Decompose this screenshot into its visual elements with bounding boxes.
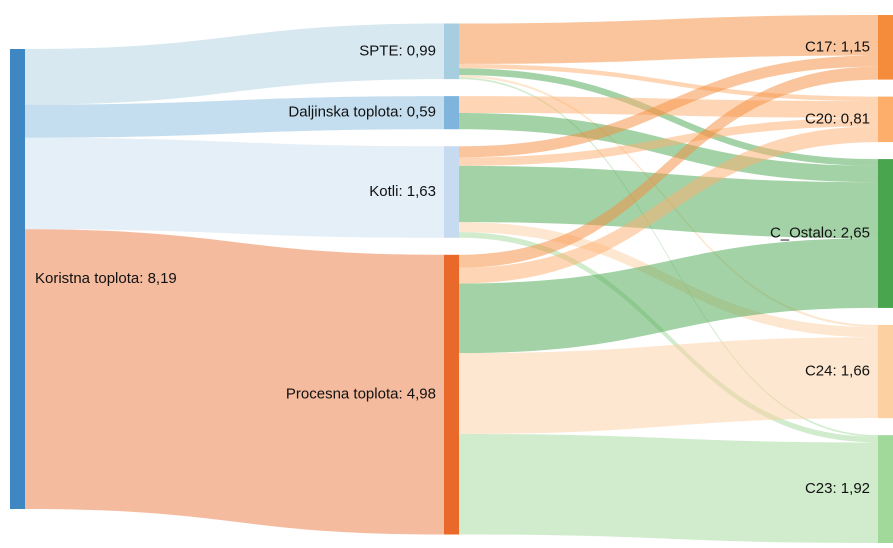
node-label: Procesna toplota: 4,98: [286, 386, 436, 403]
link: [459, 238, 878, 354]
link: [459, 112, 878, 183]
node: [10, 49, 25, 509]
link: [459, 117, 878, 166]
link: [25, 229, 444, 535]
node: [878, 96, 893, 143]
node-label: Kotli: 1,63: [369, 183, 436, 200]
node-label: C20: 0,81: [805, 110, 870, 127]
node-label: SPTE: 0,99: [359, 42, 436, 59]
node-label: Koristna toplota: 8,19: [35, 270, 177, 287]
node: [878, 15, 893, 80]
link: [459, 433, 878, 543]
node-label: C23: 1,92: [805, 480, 870, 497]
link: [459, 337, 878, 434]
link: [25, 23, 444, 105]
node: [878, 159, 893, 308]
node-label: C_Ostalo: 2,65: [770, 224, 870, 241]
node: [878, 435, 893, 543]
link: [459, 232, 878, 443]
node-label: C17: 1,15: [805, 38, 870, 55]
link: [25, 96, 444, 138]
node: [444, 23, 459, 80]
links: [25, 15, 878, 543]
link: [459, 126, 878, 284]
node-label: Daljinska toplota: 0,59: [288, 104, 436, 121]
link: [459, 55, 878, 158]
link: [459, 63, 878, 102]
link: [459, 66, 878, 268]
node: [444, 254, 459, 535]
link: [459, 68, 878, 166]
link: [25, 137, 444, 238]
node: [444, 146, 459, 238]
node-label: C24: 1,66: [805, 363, 870, 380]
node: [878, 324, 893, 419]
link: [459, 77, 878, 437]
node: [444, 96, 459, 130]
link: [459, 15, 878, 64]
